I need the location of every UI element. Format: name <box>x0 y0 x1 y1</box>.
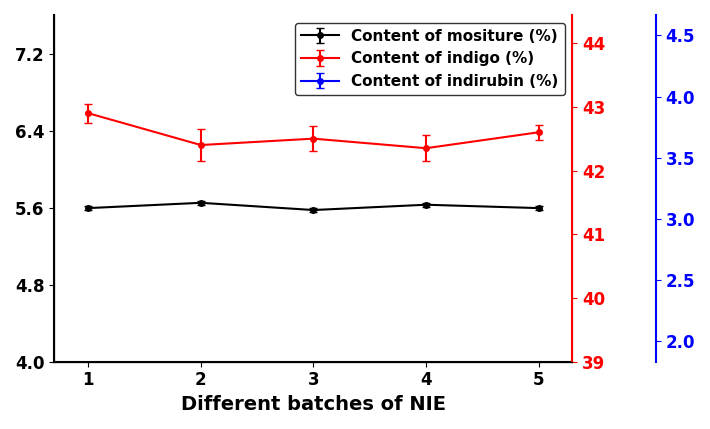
Legend: Content of mositure (%), Content of indigo (%), Content of indirubin (%): Content of mositure (%), Content of indi… <box>295 23 565 95</box>
X-axis label: Different batches of NIE: Different batches of NIE <box>181 395 446 414</box>
